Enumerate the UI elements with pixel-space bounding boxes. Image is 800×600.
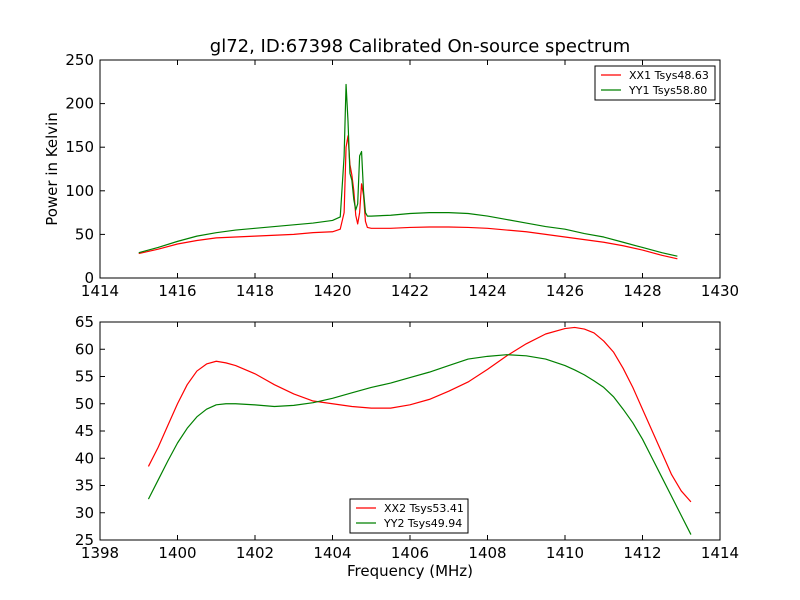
- y-axis-label: Power in Kelvin: [43, 112, 61, 226]
- top-chart-panel: 1414 1416 1418 1420 1422 1424 1426 1428 1430 0 50 1…: [43, 36, 739, 300]
- y-tick-label: 45: [75, 422, 94, 440]
- legend-entry: YY2 Tsys49.94: [383, 517, 462, 530]
- y-tick-label: 100: [65, 182, 94, 200]
- legend-2: XX2 Tsys53.41 YY2 Tsys49.94: [349, 498, 469, 534]
- x-tick-label: 1402: [236, 544, 274, 562]
- y-tick-label: 40: [75, 449, 94, 467]
- x-tick-label: 1404: [313, 544, 351, 562]
- x-tick-label: 1410: [546, 544, 584, 562]
- y-tick-label: 55: [75, 368, 94, 386]
- x-tick-label: 1414: [81, 282, 119, 300]
- bottom-chart-panel: 1398 1400 1402 1404 1406 1408 1410 1412 1414 25 30…: [75, 313, 739, 580]
- legend-entry: YY1 Tsys58.80: [628, 84, 707, 97]
- x-tick-label: 1406: [391, 544, 429, 562]
- x-tick-label: 1416: [158, 282, 196, 300]
- y-tick-label: 60: [75, 340, 94, 358]
- series-line-2-1: [147, 326, 692, 503]
- x-tick-label: 1418: [236, 282, 274, 300]
- legend-entry: XX1 Tsys48.63: [629, 69, 709, 82]
- x-tick-label: 1430: [701, 282, 739, 300]
- x-tick-label: 1400: [158, 544, 196, 562]
- series-line-2-2: [147, 354, 692, 535]
- y-tick-label: 25: [75, 531, 94, 549]
- x-tick-label: 1422: [391, 282, 429, 300]
- legend-box: [594, 65, 716, 101]
- y-tick-label: 65: [75, 313, 94, 331]
- y-tick-label: 50: [75, 395, 94, 413]
- x-tick-label: 1398: [81, 544, 119, 562]
- y-tick-label: 35: [75, 477, 94, 495]
- x-tick-label: 1428: [623, 282, 661, 300]
- x-tick-label: 1426: [546, 282, 584, 300]
- legend-entry: XX2 Tsys53.41: [384, 502, 464, 515]
- series-line-1-2: [138, 83, 678, 257]
- legend-1: XX1 Tsys48.63 YY1 Tsys58.80: [594, 65, 716, 101]
- x-tick-label: 1412: [623, 544, 661, 562]
- x-axis-label: Frequency (MHz): [347, 562, 473, 580]
- series-line-1-1: [138, 135, 678, 260]
- y-tick-label: 150: [65, 138, 94, 156]
- y-tick-label: 30: [75, 504, 94, 522]
- y-tick-label: 200: [65, 95, 94, 113]
- y-tick-label: 50: [75, 225, 94, 243]
- x-tick-label: 1424: [468, 282, 506, 300]
- y-tick-label: 250: [65, 51, 94, 69]
- x-tick-label: 1414: [701, 544, 739, 562]
- x-tick-label: 1420: [313, 282, 351, 300]
- legend-box: [349, 498, 469, 534]
- x-tick-label: 1408: [468, 544, 506, 562]
- y-tick-label: 0: [84, 269, 94, 287]
- chart-title: gl72, ID:67398 Calibrated On-source spec…: [210, 36, 630, 57]
